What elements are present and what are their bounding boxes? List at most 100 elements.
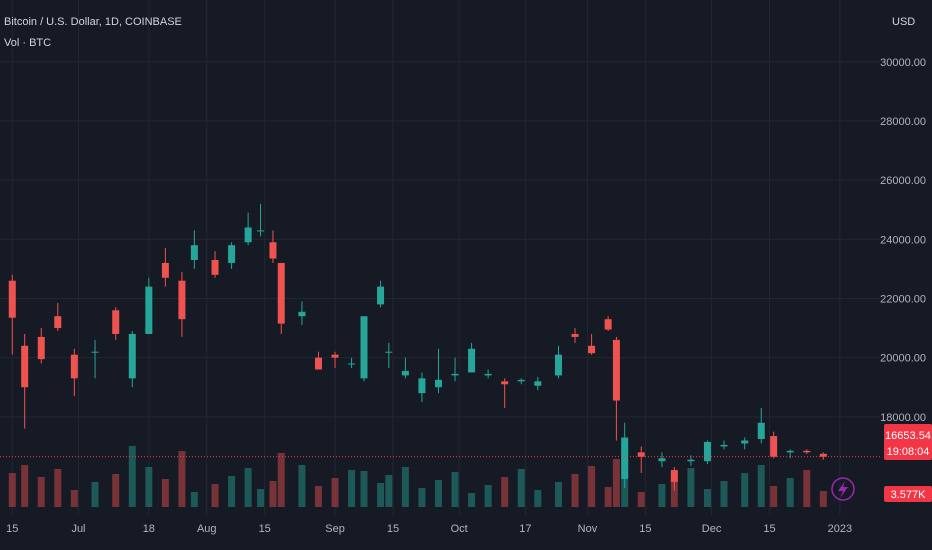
x-tick-label: 15 (387, 523, 399, 535)
x-tick-label: 15 (763, 523, 775, 535)
volume-bar (819, 491, 827, 507)
volume-bar (348, 470, 356, 507)
candle-body (331, 354, 339, 358)
candle-body (434, 379, 442, 388)
candle-body (658, 458, 666, 462)
volume-label: 3.577K (891, 489, 927, 501)
volume-bar (161, 479, 169, 507)
candle-body (621, 437, 629, 479)
symbol-title[interactable]: Bitcoin / U.S. Dollar, 1D, COINBASE (4, 16, 182, 28)
volume-bar (178, 451, 186, 507)
y-tick-label: 20000.00 (880, 353, 926, 365)
y-tick-label: 28000.00 (880, 116, 926, 128)
volume-bar (720, 481, 728, 507)
currency-label[interactable]: USD (892, 16, 916, 28)
candle-body (360, 316, 368, 379)
volume-bar (451, 472, 459, 507)
candle-body (244, 227, 252, 243)
volume-bar (757, 465, 765, 507)
volume-bar (70, 490, 78, 507)
candle-body (211, 260, 219, 275)
volume-bar (687, 468, 695, 507)
candle-body (269, 242, 277, 259)
candle-body (298, 311, 306, 317)
volume-bar (277, 453, 285, 507)
volume-bar (360, 471, 368, 507)
y-tick-label: 30000.00 (880, 57, 926, 69)
candles (8, 203, 827, 491)
price-axis[interactable]: 30000.00 28000.00 26000.00 24000.00 22000.00… (880, 57, 926, 424)
x-tick-label: 15 (639, 523, 651, 535)
x-tick-label: 17 (519, 523, 531, 535)
candle-body (571, 333, 579, 337)
x-tick-label: 18 (143, 523, 155, 535)
volume-bar (770, 486, 778, 507)
volume-bar (554, 482, 562, 507)
candle-body (484, 373, 492, 376)
volume-bar (314, 486, 322, 507)
candle-body (770, 436, 778, 457)
volume-bar (401, 467, 409, 507)
volume-bar (468, 493, 476, 507)
candle-body (145, 286, 153, 334)
volume-bar (269, 481, 277, 507)
candle-body (786, 450, 794, 453)
volume-bar (484, 485, 492, 507)
volume-bar (658, 484, 666, 507)
y-tick-label: 22000.00 (880, 293, 926, 305)
candle-body (703, 441, 711, 462)
candle-body (377, 286, 385, 305)
volume-bar (612, 459, 620, 507)
x-tick-label: 15 (6, 523, 18, 535)
volume-bar (37, 477, 45, 507)
x-tick-label: Sep (325, 523, 345, 535)
candle-body (178, 280, 186, 320)
time-axis[interactable]: 15 Jul 18 Aug 15 Sep 15 Oct 17 Nov 15 Dec 15 2023 (6, 523, 852, 535)
volume-bar (21, 465, 29, 507)
y-tick-label: 24000.00 (880, 234, 926, 246)
volume-bar (8, 473, 16, 507)
y-tick-label: 26000.00 (880, 175, 926, 187)
volume-bar (434, 480, 442, 507)
volume-bar (377, 483, 385, 507)
volume-bar (803, 470, 811, 507)
volume-bars (8, 446, 827, 507)
volume-bar (298, 465, 306, 507)
candle-body (8, 280, 16, 318)
candle-body (277, 262, 285, 324)
volume-bar (604, 487, 612, 507)
volume-bar (112, 474, 120, 507)
x-tick-label: Dec (702, 523, 722, 535)
candle-body (687, 459, 695, 462)
grid (0, 0, 880, 515)
candle-body (228, 245, 236, 263)
x-tick-label: 15 (259, 523, 271, 535)
candle-body (161, 262, 169, 278)
x-tick-label: Aug (197, 523, 217, 535)
volume-bar (54, 469, 62, 507)
lightning-icon[interactable] (831, 477, 855, 501)
last-price-badge: 16653.54 19:08:04 (884, 424, 932, 460)
candle-body (348, 363, 356, 365)
candle-body (720, 444, 728, 447)
candle-body (468, 348, 476, 373)
volume-bar (786, 478, 794, 507)
candle-body (21, 345, 29, 388)
volume-bar (244, 468, 252, 507)
volume-bar (91, 482, 99, 507)
volume-title[interactable]: Vol · BTC (4, 37, 52, 49)
y-tick-label: 18000.00 (880, 412, 926, 424)
countdown-label: 19:08:04 (887, 446, 930, 458)
candle-body (604, 319, 612, 330)
volume-bar (571, 474, 579, 507)
candle-body (637, 452, 645, 457)
volume-bar (534, 490, 542, 507)
candle-body (190, 245, 198, 260)
volume-bar (331, 478, 339, 507)
volume-bar (588, 466, 596, 507)
volume-bar (257, 489, 265, 507)
volume-badge: 3.577K (884, 486, 932, 502)
candle-body (314, 357, 322, 370)
x-tick-label: Oct (451, 523, 468, 535)
